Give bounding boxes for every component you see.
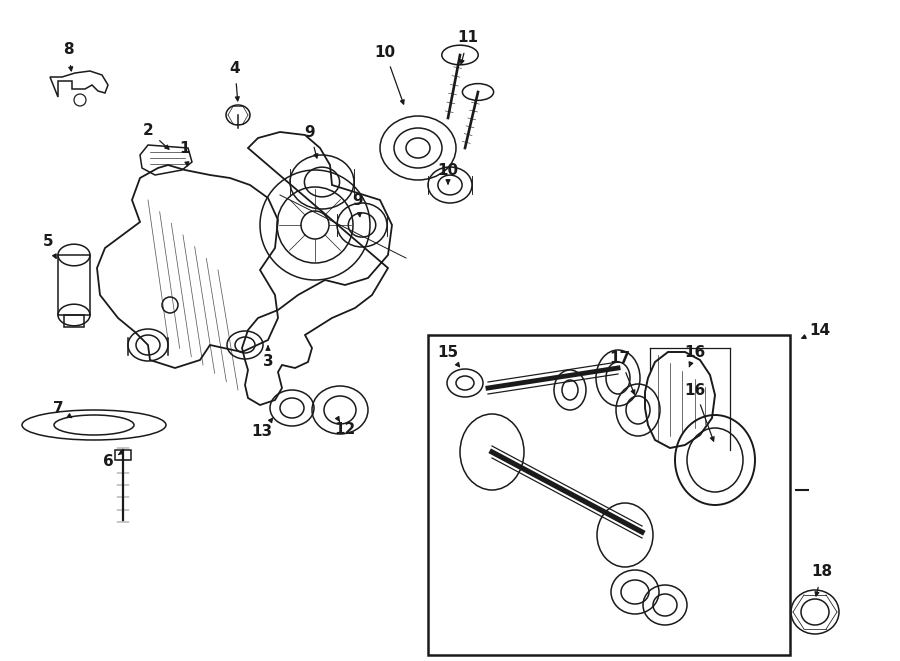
Text: 2: 2	[142, 122, 153, 137]
Text: 5: 5	[42, 235, 53, 249]
Bar	[428, 335, 790, 655]
Text: 3: 3	[263, 354, 274, 369]
Text: 9: 9	[305, 124, 315, 139]
Text: 16: 16	[684, 383, 706, 397]
Text: 10: 10	[437, 163, 459, 178]
Text: 14: 14	[809, 323, 831, 338]
Text: 17: 17	[609, 350, 631, 366]
Bar	[65, 315, 84, 327]
Text: 18: 18	[812, 564, 833, 580]
Text: 11: 11	[457, 30, 479, 46]
Text: 13: 13	[251, 424, 273, 440]
Text: 12: 12	[335, 422, 356, 438]
Text: 4: 4	[230, 61, 240, 75]
Text: 1: 1	[180, 141, 190, 155]
Text: 10: 10	[374, 44, 396, 59]
Text: 7: 7	[53, 401, 63, 416]
Text: 15: 15	[437, 344, 459, 360]
Text: 16: 16	[684, 344, 706, 360]
Bar	[58, 255, 90, 315]
Text: 6: 6	[103, 455, 113, 469]
Bar	[115, 450, 131, 460]
Text: 9: 9	[353, 192, 364, 208]
Text: 8: 8	[63, 42, 73, 58]
